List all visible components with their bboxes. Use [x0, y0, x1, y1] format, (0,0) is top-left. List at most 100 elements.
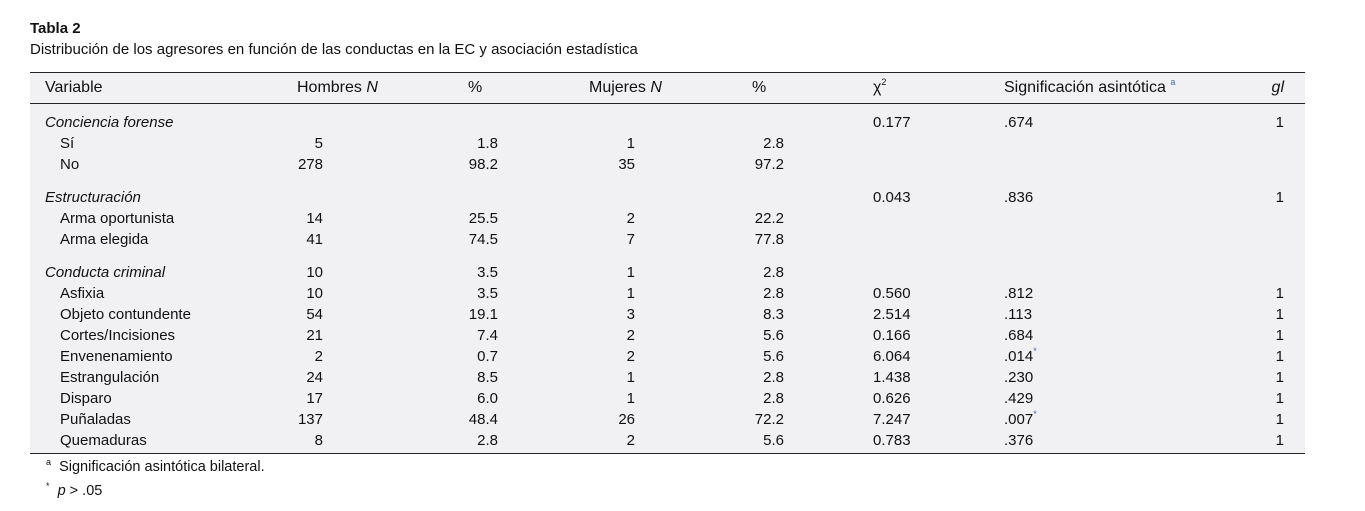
cell-hp: 1.8: [477, 135, 498, 152]
cell-hn: 2: [314, 348, 323, 365]
cell-gl: 1: [1275, 306, 1284, 323]
header-variable: Variable: [45, 79, 103, 96]
cell-hn: 137: [297, 411, 323, 428]
cell-hp: 98.2: [468, 156, 498, 173]
cell-hp: 74.5: [468, 231, 498, 248]
row-label: Objeto contundente: [60, 306, 191, 323]
cell-gl: 1: [1275, 348, 1284, 365]
cell-hn: 8: [314, 432, 323, 449]
cell-mn: 1: [626, 369, 635, 386]
cell-hn: 24: [306, 369, 323, 386]
table-title: Tabla 2: [30, 20, 81, 37]
cell-hn: 21: [306, 327, 323, 344]
cell-hp: 8.5: [477, 369, 498, 386]
cell-chi: 0.560: [873, 285, 911, 302]
cell-hn: 10: [306, 285, 323, 302]
cell-mp: 8.3: [763, 306, 784, 323]
cell-sig: .376: [1004, 432, 1034, 449]
table-row: Quemaduras 8 2.8 2 5.6 0.783 .376 1: [30, 429, 1305, 450]
table-row: Disparo 17 6.0 1 2.8 0.626 .429 1: [30, 387, 1305, 408]
row-label: Arma elegida: [60, 231, 149, 248]
group-label: Estructuración: [45, 189, 141, 206]
row-label: Asfixia: [60, 285, 105, 302]
table-row: Arma oportunista 14 25.5 2 22.2: [30, 207, 1305, 228]
table-header: Variable Hombres N % Mujeres N % χ2 Sign…: [30, 73, 1305, 104]
table-row: Asfixia 10 3.5 1 2.8 0.560 .812 1: [30, 282, 1305, 303]
cell-hp: 6.0: [477, 390, 498, 407]
table-row: Objeto contundente 54 19.1 3 8.3 2.514 .113 1: [30, 303, 1305, 324]
footnote-asterisk: * p > .05: [46, 481, 103, 499]
cell-chi: 7.247: [873, 411, 911, 428]
cell-mp: 97.2: [754, 156, 784, 173]
cell-hn: 5: [314, 135, 323, 152]
group-row: Conducta criminal 10 3.5 1 2.8: [30, 261, 1305, 282]
cell-sig: .113: [1004, 306, 1033, 323]
group-label: Conciencia forense: [45, 114, 174, 131]
cell-mp: 2.8: [763, 264, 784, 281]
row-label: Quemaduras: [60, 432, 147, 449]
cell-chi: 0.043: [873, 189, 911, 206]
cell-hn: 54: [306, 306, 323, 323]
cell-mn: 7: [626, 231, 635, 248]
table-row: Envenenamiento 2 0.7 2 5.6 6.064 .014* 1: [30, 345, 1305, 366]
header-mujeres-n: Mujeres N: [589, 79, 662, 96]
cell-chi: 6.064: [873, 348, 911, 365]
cell-mp: 2.8: [763, 369, 784, 386]
cell-hp: 2.8: [477, 432, 498, 449]
cell-gl: 1: [1275, 114, 1284, 131]
cell-mp: 22.2: [754, 210, 784, 227]
cell-mn: 1: [626, 390, 635, 407]
cell-sig: .812: [1004, 285, 1034, 302]
cell-hn: 17: [306, 390, 323, 407]
header-gl: gl: [1271, 79, 1284, 96]
group-label: Conducta criminal: [45, 264, 166, 281]
cell-mp: 72.2: [754, 411, 784, 428]
table-row: No 278 98.2 35 97.2: [30, 153, 1305, 174]
header-hombres-n: Hombres N: [297, 79, 378, 96]
cell-chi: 0.783: [873, 432, 911, 449]
cell-mn: 1: [626, 285, 635, 302]
cell-chi: 0.177: [873, 114, 911, 131]
row-label: Cortes/Incisiones: [60, 327, 176, 344]
cell-sig: .429: [1004, 390, 1034, 407]
row-label: Sí: [60, 135, 75, 152]
cell-chi: 0.166: [873, 327, 911, 344]
header-significance: Significación asintótica a: [1004, 77, 1176, 96]
cell-hp: 25.5: [468, 210, 498, 227]
cell-mn: 2: [626, 432, 635, 449]
cell-hn: 278: [297, 156, 323, 173]
cell-gl: 1: [1275, 390, 1284, 407]
cell-gl: 1: [1275, 189, 1284, 206]
row-label: Arma oportunista: [60, 210, 175, 227]
cell-mp: 77.8: [754, 231, 784, 248]
cell-gl: 1: [1275, 285, 1284, 302]
cell-mn: 2: [626, 327, 635, 344]
cell-sig: .836: [1004, 189, 1034, 206]
cell-hn: 41: [306, 231, 323, 248]
group-row: Conciencia forense 0.177 .674 1: [30, 111, 1305, 132]
cell-mn: 1: [626, 264, 635, 281]
cell-mn: 1: [626, 135, 635, 152]
table-caption: Distribución de los agresores en función…: [30, 41, 638, 58]
header-chi-square: χ2: [873, 77, 887, 96]
table-row: Sí 5 1.8 1 2.8: [30, 132, 1305, 153]
cell-mp: 2.8: [763, 390, 784, 407]
cell-hn: 14: [306, 210, 323, 227]
cell-mp: 2.8: [763, 135, 784, 152]
cell-mp: 5.6: [763, 432, 784, 449]
row-label: No: [60, 156, 80, 173]
cell-hp: 48.4: [468, 411, 498, 428]
footnote-a: a Significación asintótica bilateral.: [46, 457, 265, 475]
cell-mp: 2.8: [763, 285, 784, 302]
cell-hp: 19.1: [468, 306, 498, 323]
significance-marker: *: [1033, 409, 1037, 419]
cell-hn: 10: [306, 264, 323, 281]
row-label: Estrangulación: [60, 369, 160, 386]
cell-chi: 1.438: [873, 369, 911, 386]
cell-mn: 2: [626, 348, 635, 365]
cell-chi: 2.514: [873, 306, 911, 323]
header-mujeres-pct: %: [752, 79, 767, 96]
row-label: Disparo: [60, 390, 112, 407]
cell-mp: 5.6: [763, 327, 784, 344]
table-row: Puñaladas 137 48.4 26 72.2 7.247 .007* 1: [30, 408, 1305, 429]
